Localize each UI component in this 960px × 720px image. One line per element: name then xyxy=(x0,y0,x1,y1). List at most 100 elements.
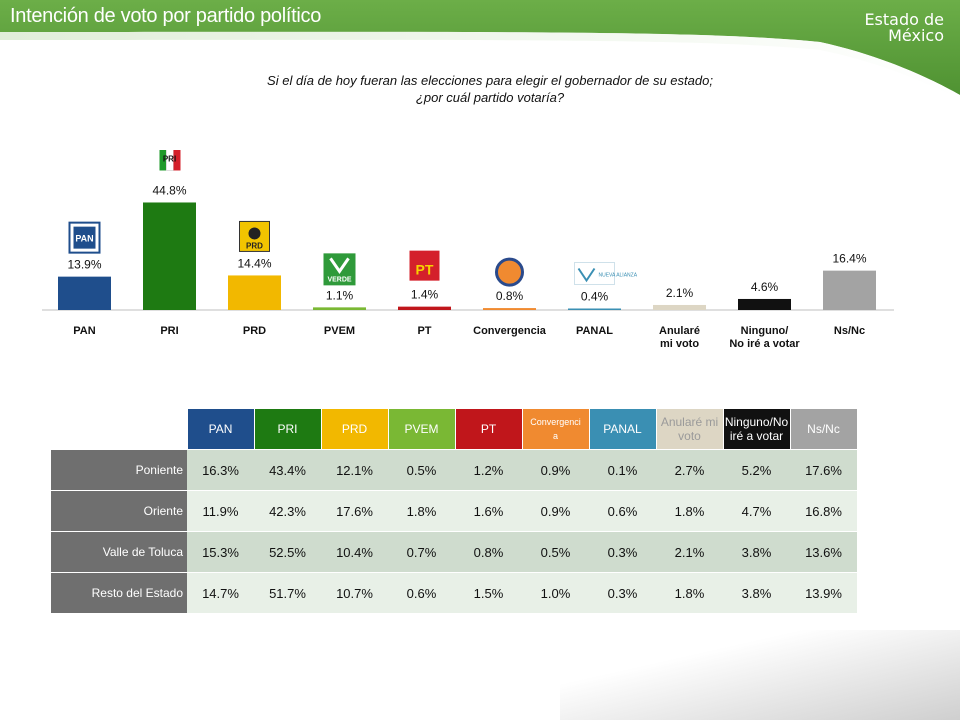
table-cell: 3.8% xyxy=(723,531,790,573)
question-line-2: ¿por cuál partido votaría? xyxy=(415,90,565,105)
prd-logo-sun xyxy=(248,227,261,240)
bar-3 xyxy=(313,307,366,310)
table-row: Poniente 16.3% 43.4% 12.1% 0.5% 1.2% 0.9% 0.1% 2… xyxy=(51,449,857,491)
table-header-line: PRD xyxy=(341,422,368,436)
region-table: PAN PRI PRD PVEM PT Convergenci a PANAL Anularé … xyxy=(51,408,858,614)
decorative-shadow xyxy=(560,630,960,720)
bar-8 xyxy=(738,298,791,310)
table-cell: 14.7% xyxy=(187,572,254,614)
category-label-1-0: PRI xyxy=(160,325,178,337)
table-row: Oriente 11.9% 42.3% 17.6% 1.8% 1.6% 0.9% 0.6% 1.… xyxy=(51,490,857,532)
row-label: Oriente xyxy=(51,490,187,532)
table-cell: 51.7% xyxy=(254,572,321,614)
bar-9 xyxy=(823,270,876,310)
table-cell: 0.3% xyxy=(589,572,656,614)
category-label-7-1: mi voto xyxy=(660,338,699,350)
pt-logo-text: PT xyxy=(416,262,434,278)
question-line-1: Si el día de hoy fueran las elecciones p… xyxy=(267,73,713,88)
table-header-3: PVEM xyxy=(387,408,456,450)
table-header-line: PT xyxy=(480,422,497,436)
table-cell: 15.3% xyxy=(187,531,254,573)
table-cell: 0.7% xyxy=(388,531,455,573)
table-header-line: iré a votar xyxy=(729,429,784,443)
data-label-8: 4.6% xyxy=(751,280,779,294)
table-cell: 0.1% xyxy=(589,449,656,491)
category-label-5-0: Convergencia xyxy=(473,325,547,337)
bar-7 xyxy=(653,304,706,310)
table-cell: 1.8% xyxy=(656,490,723,532)
state-line-2: México xyxy=(888,26,944,45)
table-cell: 2.1% xyxy=(656,531,723,573)
data-label-2: 14.4% xyxy=(237,256,271,270)
category-label-2-0: PRD xyxy=(243,325,266,337)
state-line-1: Estado de xyxy=(864,10,944,29)
table-header-0: PAN xyxy=(186,408,255,450)
table-cell: 16.8% xyxy=(790,490,857,532)
table-header-line: a xyxy=(552,431,558,441)
page-title: Intención de voto por partido político xyxy=(10,5,322,27)
table-row: Resto del Estado 14.7% 51.7% 10.7% 0.6% 1.5% 1… xyxy=(51,572,857,614)
table-cell: 12.1% xyxy=(321,449,388,491)
table-cell: 17.6% xyxy=(790,449,857,491)
data-label-7: 2.1% xyxy=(666,286,694,300)
table-corner xyxy=(51,408,187,450)
table-cell: 13.6% xyxy=(790,531,857,573)
table-header-4: PT xyxy=(454,408,523,450)
table-cell: 1.0% xyxy=(522,572,589,614)
table-cell: 1.8% xyxy=(656,572,723,614)
state-logo-text: Estado de México xyxy=(824,12,944,44)
vote-intention-chart: 13.9% PAN PAN 44.8% PRI PRI 14.4% PRD PRD 1.1% VER… xyxy=(42,150,894,350)
table-cell: 2.7% xyxy=(656,449,723,491)
row-label: Valle de Toluca xyxy=(51,531,187,573)
table-header-8: Ninguno/No iré a votar xyxy=(722,408,791,450)
pri-logo-text: PRI xyxy=(163,154,176,163)
category-label-0-0: PAN xyxy=(73,325,95,337)
table-header-line: PAN xyxy=(208,422,233,436)
category-label-7-0: Anularé xyxy=(659,325,700,337)
table-header-line: Convergenci xyxy=(530,417,581,427)
table-header-9: Ns/Nc xyxy=(789,408,858,450)
table-header-line: Ninguno/No xyxy=(724,415,789,429)
data-label-9: 16.4% xyxy=(832,252,866,266)
category-label-8-0: Ninguno/ xyxy=(741,325,789,337)
table-cell: 0.8% xyxy=(455,531,522,573)
header-banner: Intención de voto por partido político E… xyxy=(0,0,960,100)
pt-logo-icon xyxy=(409,250,440,281)
bar-4 xyxy=(398,306,451,310)
table-header-7: Anularé mi voto xyxy=(655,408,724,450)
pvem-logo-text: VERDE xyxy=(327,276,351,283)
table-cell: 13.9% xyxy=(790,572,857,614)
table-header-row: PAN PRI PRD PVEM PT Convergenci a PANAL Anularé … xyxy=(51,408,858,450)
table-header-1: PRI xyxy=(253,408,322,450)
panal-logo-text: NUEVA ALIANZA xyxy=(599,273,638,279)
table-cell: 0.6% xyxy=(589,490,656,532)
table-cell: 11.9% xyxy=(187,490,254,532)
data-label-6: 0.4% xyxy=(581,290,609,304)
table-cell: 4.7% xyxy=(723,490,790,532)
table-cell: 0.3% xyxy=(589,531,656,573)
table-header-line: PVEM xyxy=(404,422,439,436)
data-label-3: 1.1% xyxy=(326,288,354,302)
table-header-line: voto xyxy=(678,429,701,443)
bar-5 xyxy=(483,308,536,310)
table-cell: 0.9% xyxy=(522,449,589,491)
data-label-1: 44.8% xyxy=(152,183,186,197)
row-label: Resto del Estado xyxy=(51,572,187,614)
pan-logo-text: PAN xyxy=(75,234,93,244)
table-cell: 10.4% xyxy=(321,531,388,573)
table-cell: 5.2% xyxy=(723,449,790,491)
table-header-line: PANAL xyxy=(603,422,642,436)
table-cell: 42.3% xyxy=(254,490,321,532)
data-label-5: 0.8% xyxy=(496,289,524,303)
table-header-line: PRI xyxy=(277,422,298,436)
category-label-4-0: PT xyxy=(417,325,431,337)
table-cell: 16.3% xyxy=(187,449,254,491)
pvem-logo-check xyxy=(329,257,350,274)
convergencia-logo-icon xyxy=(495,257,524,287)
pri-logo-icon xyxy=(159,150,167,171)
table-row: Valle de Toluca 15.3% 52.5% 10.4% 0.7% 0.8% 0.… xyxy=(51,531,857,573)
table-cell: 17.6% xyxy=(321,490,388,532)
table-header-5: Convergenci a xyxy=(521,408,590,450)
table-cell: 1.5% xyxy=(455,572,522,614)
table-cell: 0.6% xyxy=(388,572,455,614)
